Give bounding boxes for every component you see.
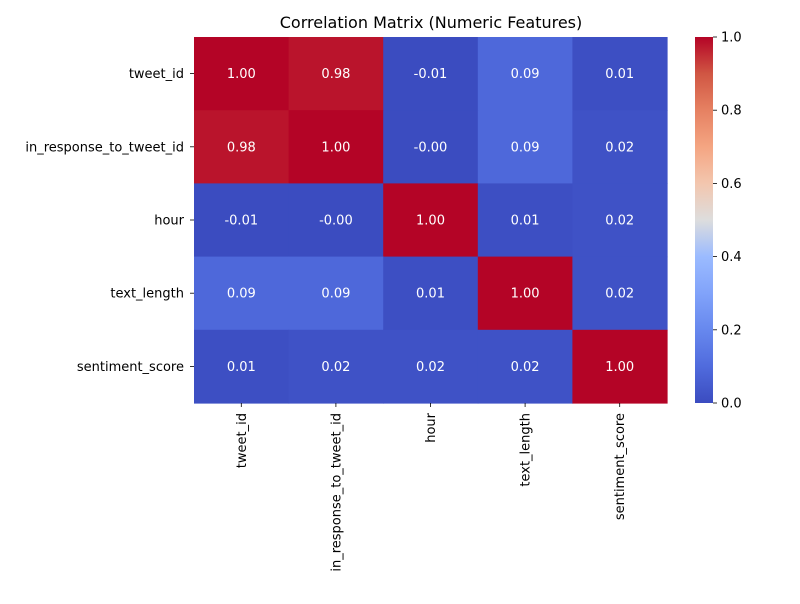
cell-value-label: 0.01 [605, 67, 634, 82]
cell-value-label: 0.09 [511, 140, 540, 155]
cell-value-label: 0.02 [416, 360, 445, 375]
cell-value-label: 1.00 [227, 67, 256, 82]
heatmap-cell [572, 256, 668, 331]
y-tick-label: text_length [110, 287, 184, 302]
heatmap-cell [572, 329, 668, 404]
heatmap-cell [288, 183, 384, 258]
y-tick-label: hour [154, 214, 184, 229]
y-tick-label: sentiment_score [77, 360, 184, 375]
cell-value-label: 0.09 [321, 287, 350, 302]
heatmap-cell [477, 256, 573, 331]
heatmap-cell [477, 329, 573, 404]
cell-value-label: 0.02 [511, 360, 540, 375]
heatmap-cell [288, 37, 384, 111]
cell-value-label: -0.01 [224, 214, 258, 229]
heatmap-cell [383, 110, 479, 184]
cell-value-label: -0.00 [319, 214, 353, 229]
cell-value-label: 1.00 [416, 214, 445, 229]
colorbar-tick-label: 0.4 [721, 250, 742, 265]
colorbar-tick-label: 0.8 [721, 104, 742, 119]
y-tick-label: tweet_id [129, 67, 184, 82]
cell-value-label: 0.02 [605, 140, 634, 155]
chart-title: Correlation Matrix (Numeric Features) [280, 13, 583, 32]
heatmap-cell [194, 329, 290, 404]
cell-value-label: 1.00 [321, 140, 350, 155]
colorbar-tick-label: 0.2 [721, 323, 742, 338]
heatmap-cell [383, 329, 479, 404]
heatmap-cell [194, 110, 290, 184]
heatmap-cell [383, 256, 479, 331]
x-tick-label: sentiment_score [613, 413, 628, 520]
colorbar: 0.0 0.2 0.4 0.6 0.8 1.0 [695, 31, 742, 412]
heatmap-cell [194, 256, 290, 331]
colorbar-gradient [695, 37, 713, 403]
cell-value-label: 0.09 [227, 287, 256, 302]
heatmap-cell [288, 110, 384, 184]
heatmap-cell [383, 183, 479, 258]
cell-value-label: 0.98 [227, 140, 256, 155]
x-tick-label: tweet_id [235, 413, 250, 468]
x-tick-label: hour [424, 412, 439, 442]
x-tick-labels: tweet_id in_response_to_tweet_id hour text_… [235, 403, 628, 572]
heatmap-cell [572, 183, 668, 258]
cell-value-label: -0.00 [414, 140, 448, 155]
x-tick-label: in_response_to_tweet_id [329, 413, 344, 572]
cell-value-label: 1.00 [605, 360, 634, 375]
x-tick-label: text_length [519, 413, 534, 487]
colorbar-tick-label: 0.6 [721, 177, 742, 192]
cell-value-label: 0.01 [511, 214, 540, 229]
cell-value-label: 0.01 [227, 360, 256, 375]
cell-value-label: 0.02 [605, 287, 634, 302]
cell-value-label: -0.01 [414, 67, 448, 82]
colorbar-tick-label: 1.0 [721, 31, 742, 46]
colorbar-tick-label: 0.0 [721, 397, 742, 412]
cell-value-label: 0.02 [605, 214, 634, 229]
cell-value-label: 0.01 [416, 287, 445, 302]
heatmap-cell [288, 329, 384, 404]
heatmap-cell [288, 256, 384, 331]
cell-value-label: 0.98 [321, 67, 350, 82]
heatmap-cell [477, 37, 573, 111]
heatmap-cell [383, 37, 479, 111]
cell-value-label: 1.00 [511, 287, 540, 302]
heatmap-cell [477, 110, 573, 184]
heatmap-cell [194, 37, 290, 111]
heatmap-cell [477, 183, 573, 258]
heatmap-cell [572, 110, 668, 184]
cell-value-label: 0.09 [511, 67, 540, 82]
cell-value-label: 0.02 [321, 360, 350, 375]
y-tick-label: in_response_to_tweet_id [25, 140, 184, 155]
heatmap-cells: 1.00 0.98 -0.01 0.09 0.01 0.98 1.00 -0.00 0.09 0.… [194, 37, 668, 404]
heatmap-cell [194, 183, 290, 258]
heatmap-cell [572, 37, 668, 111]
